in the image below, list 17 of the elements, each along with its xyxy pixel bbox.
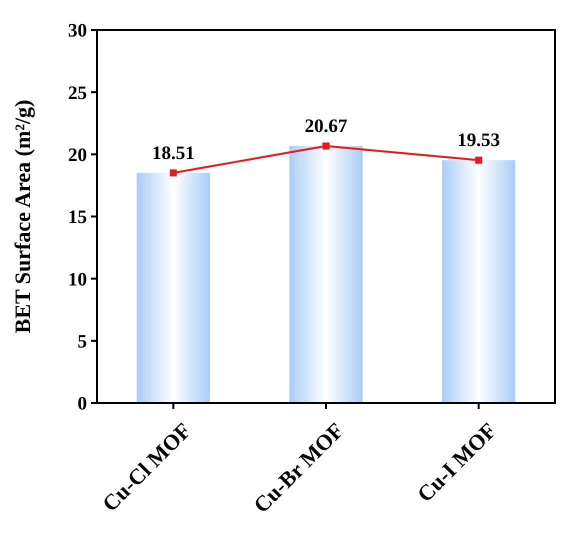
y-tick-label: 25 [68,82,87,104]
bar [136,172,210,403]
y-tick-label: 30 [68,20,87,42]
y-axis-title: BET Surface Area (m²/g) [10,100,35,334]
data-label: 20.67 [304,116,348,138]
y-tick-label: 0 [78,394,87,415]
point [170,169,177,176]
y-tick-label: 10 [68,269,87,290]
data-label: 19.53 [457,130,500,152]
point [475,156,482,164]
bar [289,146,363,403]
y-tick-label: 15 [68,207,87,228]
y-tick-label: 20 [68,144,87,166]
bar [442,160,516,403]
point [322,142,330,150]
y-tick-label: 5 [78,331,87,352]
data-label: 18.51 [152,142,195,164]
